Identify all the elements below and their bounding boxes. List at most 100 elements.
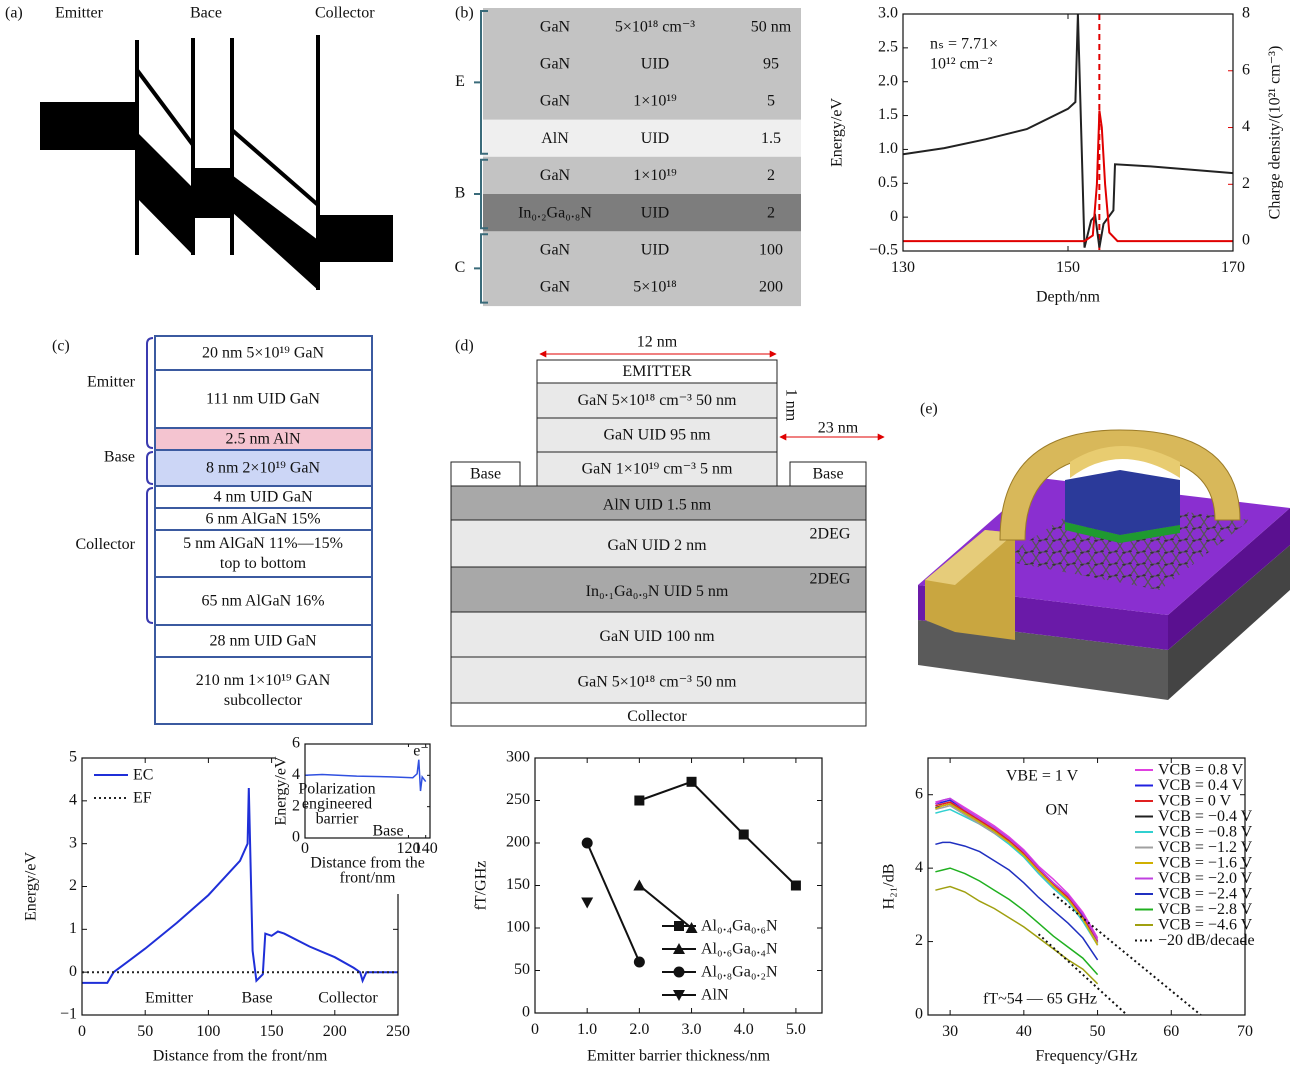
data-line	[935, 867, 1099, 976]
y-axis-label: Energy/eV	[23, 852, 40, 921]
annotation: fT~54 — 65 GHz	[983, 991, 1097, 1008]
y-tick-label: 300	[506, 749, 530, 766]
data-line	[903, 14, 1233, 248]
region-label: Emitter	[55, 5, 104, 22]
x-tick-label: 170	[1221, 259, 1245, 276]
layer	[154, 624, 373, 658]
layer-label: 2.5 nm AlN	[225, 431, 301, 448]
x-tick-label: 50	[1090, 1023, 1106, 1040]
table-cell: 5	[767, 93, 775, 110]
layer-label: 20 nm 5×10¹⁹ GaN	[202, 345, 325, 362]
x-tick-label: 120	[396, 840, 420, 857]
table-cell: 1×10¹⁹	[633, 167, 677, 184]
table-row	[483, 8, 801, 46]
bracket	[474, 10, 488, 155]
legend-label: VCB = 0.4 V	[1158, 777, 1244, 794]
group-label: C	[455, 259, 466, 276]
legend-label: VCB = −4.6 V	[1158, 917, 1253, 934]
data-line	[935, 841, 1099, 961]
legend-label: VCB = 0 V	[1158, 793, 1232, 810]
data-line	[935, 797, 1099, 939]
gate-arc	[999, 429, 1241, 541]
marker	[790, 880, 801, 891]
x-tick-label: 0	[78, 1023, 86, 1040]
plot-frame	[927, 757, 1246, 1016]
y2-tick-label: 2	[1242, 175, 1250, 192]
data-line	[638, 884, 693, 929]
layer-label: 4 nm UID GaN	[213, 489, 313, 506]
x-tick-label: 1.0	[577, 1021, 597, 1038]
table-cell: In₀.₂Ga₀.₈N	[518, 204, 592, 221]
y-tick-label: 4	[292, 766, 300, 783]
data-line	[586, 842, 641, 963]
table-cell: 5×10¹⁸ cm⁻³	[615, 18, 695, 35]
layer	[1168, 508, 1290, 650]
legend-label: Al₀.₄Ga₀.₆N	[701, 918, 778, 935]
panel-label: (c)	[52, 338, 70, 355]
table-row	[483, 82, 801, 121]
layer-label: GaN 5×10¹⁸ cm⁻³ 50 nm	[578, 392, 737, 409]
y2-axis-label: Charge density/(10²¹ cm⁻³)	[1267, 46, 1284, 220]
x-tick-label: 100	[196, 1023, 220, 1040]
plot-frame	[304, 743, 431, 839]
y-axis-label: fT/GHz	[473, 861, 490, 911]
annotation: engineered	[302, 796, 372, 813]
table-cell: 200	[759, 279, 783, 296]
layer	[154, 369, 373, 429]
legend-label: Al₀.₆Ga₀.₄N	[701, 941, 778, 958]
annotation: nₛ = 7.71×	[930, 36, 998, 53]
y-tick-label: 0	[890, 208, 898, 225]
data-line	[305, 759, 427, 792]
layer	[450, 519, 867, 568]
bracket	[146, 487, 154, 624]
layer-label: GaN 1×10¹⁹ cm⁻³ 5 nm	[582, 461, 733, 478]
legend-marker	[674, 921, 684, 931]
inset-background	[275, 740, 436, 894]
x-axis-label: Distance from the front/nm	[153, 1048, 328, 1065]
y-tick-label: 2	[292, 797, 300, 814]
group-label: Emitter	[87, 374, 136, 391]
annotation: e⁻	[413, 743, 429, 760]
y-tick-label: −0.5	[869, 242, 898, 259]
data-line	[935, 797, 1099, 941]
channel-label: 2DEG	[810, 526, 851, 543]
emitter-block	[1065, 470, 1180, 535]
x-tick-label: 4.0	[734, 1021, 754, 1038]
panel-label: (a)	[5, 5, 23, 22]
x-tick-label: 150	[260, 1023, 284, 1040]
base-band	[193, 168, 232, 218]
x-tick-label: 60	[1163, 1023, 1179, 1040]
emitter-band	[40, 102, 137, 150]
band-edge	[230, 128, 320, 207]
panel-label: (b)	[455, 5, 474, 22]
table-cell: 95	[763, 55, 779, 72]
y-tick-label: 3	[69, 834, 77, 851]
annotation: ON	[1045, 802, 1069, 819]
marker	[633, 879, 646, 891]
y-tick-label: 150	[506, 876, 530, 893]
x-axis-label: Frequency/GHz	[1035, 1048, 1137, 1065]
group-label: Base	[104, 449, 135, 466]
y-tick-label: 2.5	[878, 39, 898, 56]
legend-label: Al₀.₈Ga₀.₂N	[701, 964, 778, 981]
y-tick-label: 6	[292, 735, 300, 752]
panel-label: (e)	[920, 401, 938, 418]
table-cell: 100	[759, 241, 783, 258]
annotation: 10¹² cm⁻²	[930, 56, 993, 73]
x-tick-label: 5.0	[786, 1021, 806, 1038]
table-cell: 2	[767, 167, 775, 184]
y-tick-label: 0.5	[878, 174, 898, 191]
data-line	[935, 808, 1099, 946]
layer-label: In₀.₁Ga₀.₉N UID 5 nm	[586, 583, 729, 600]
bracket	[474, 158, 488, 230]
plot-frame	[902, 13, 1234, 252]
layer-label: 210 nm 1×10¹⁹ GAN	[196, 672, 331, 689]
x-axis-label: Depth/nm	[1036, 289, 1101, 306]
legend-label: VCB = −1.2 V	[1158, 839, 1253, 856]
x-tick-label: 0	[531, 1021, 539, 1038]
base-contact	[450, 461, 521, 487]
legend-marker	[673, 966, 685, 978]
table-cell: 50 nm	[751, 18, 792, 35]
table-cell: 1.5	[761, 130, 781, 147]
table-row	[483, 156, 801, 195]
